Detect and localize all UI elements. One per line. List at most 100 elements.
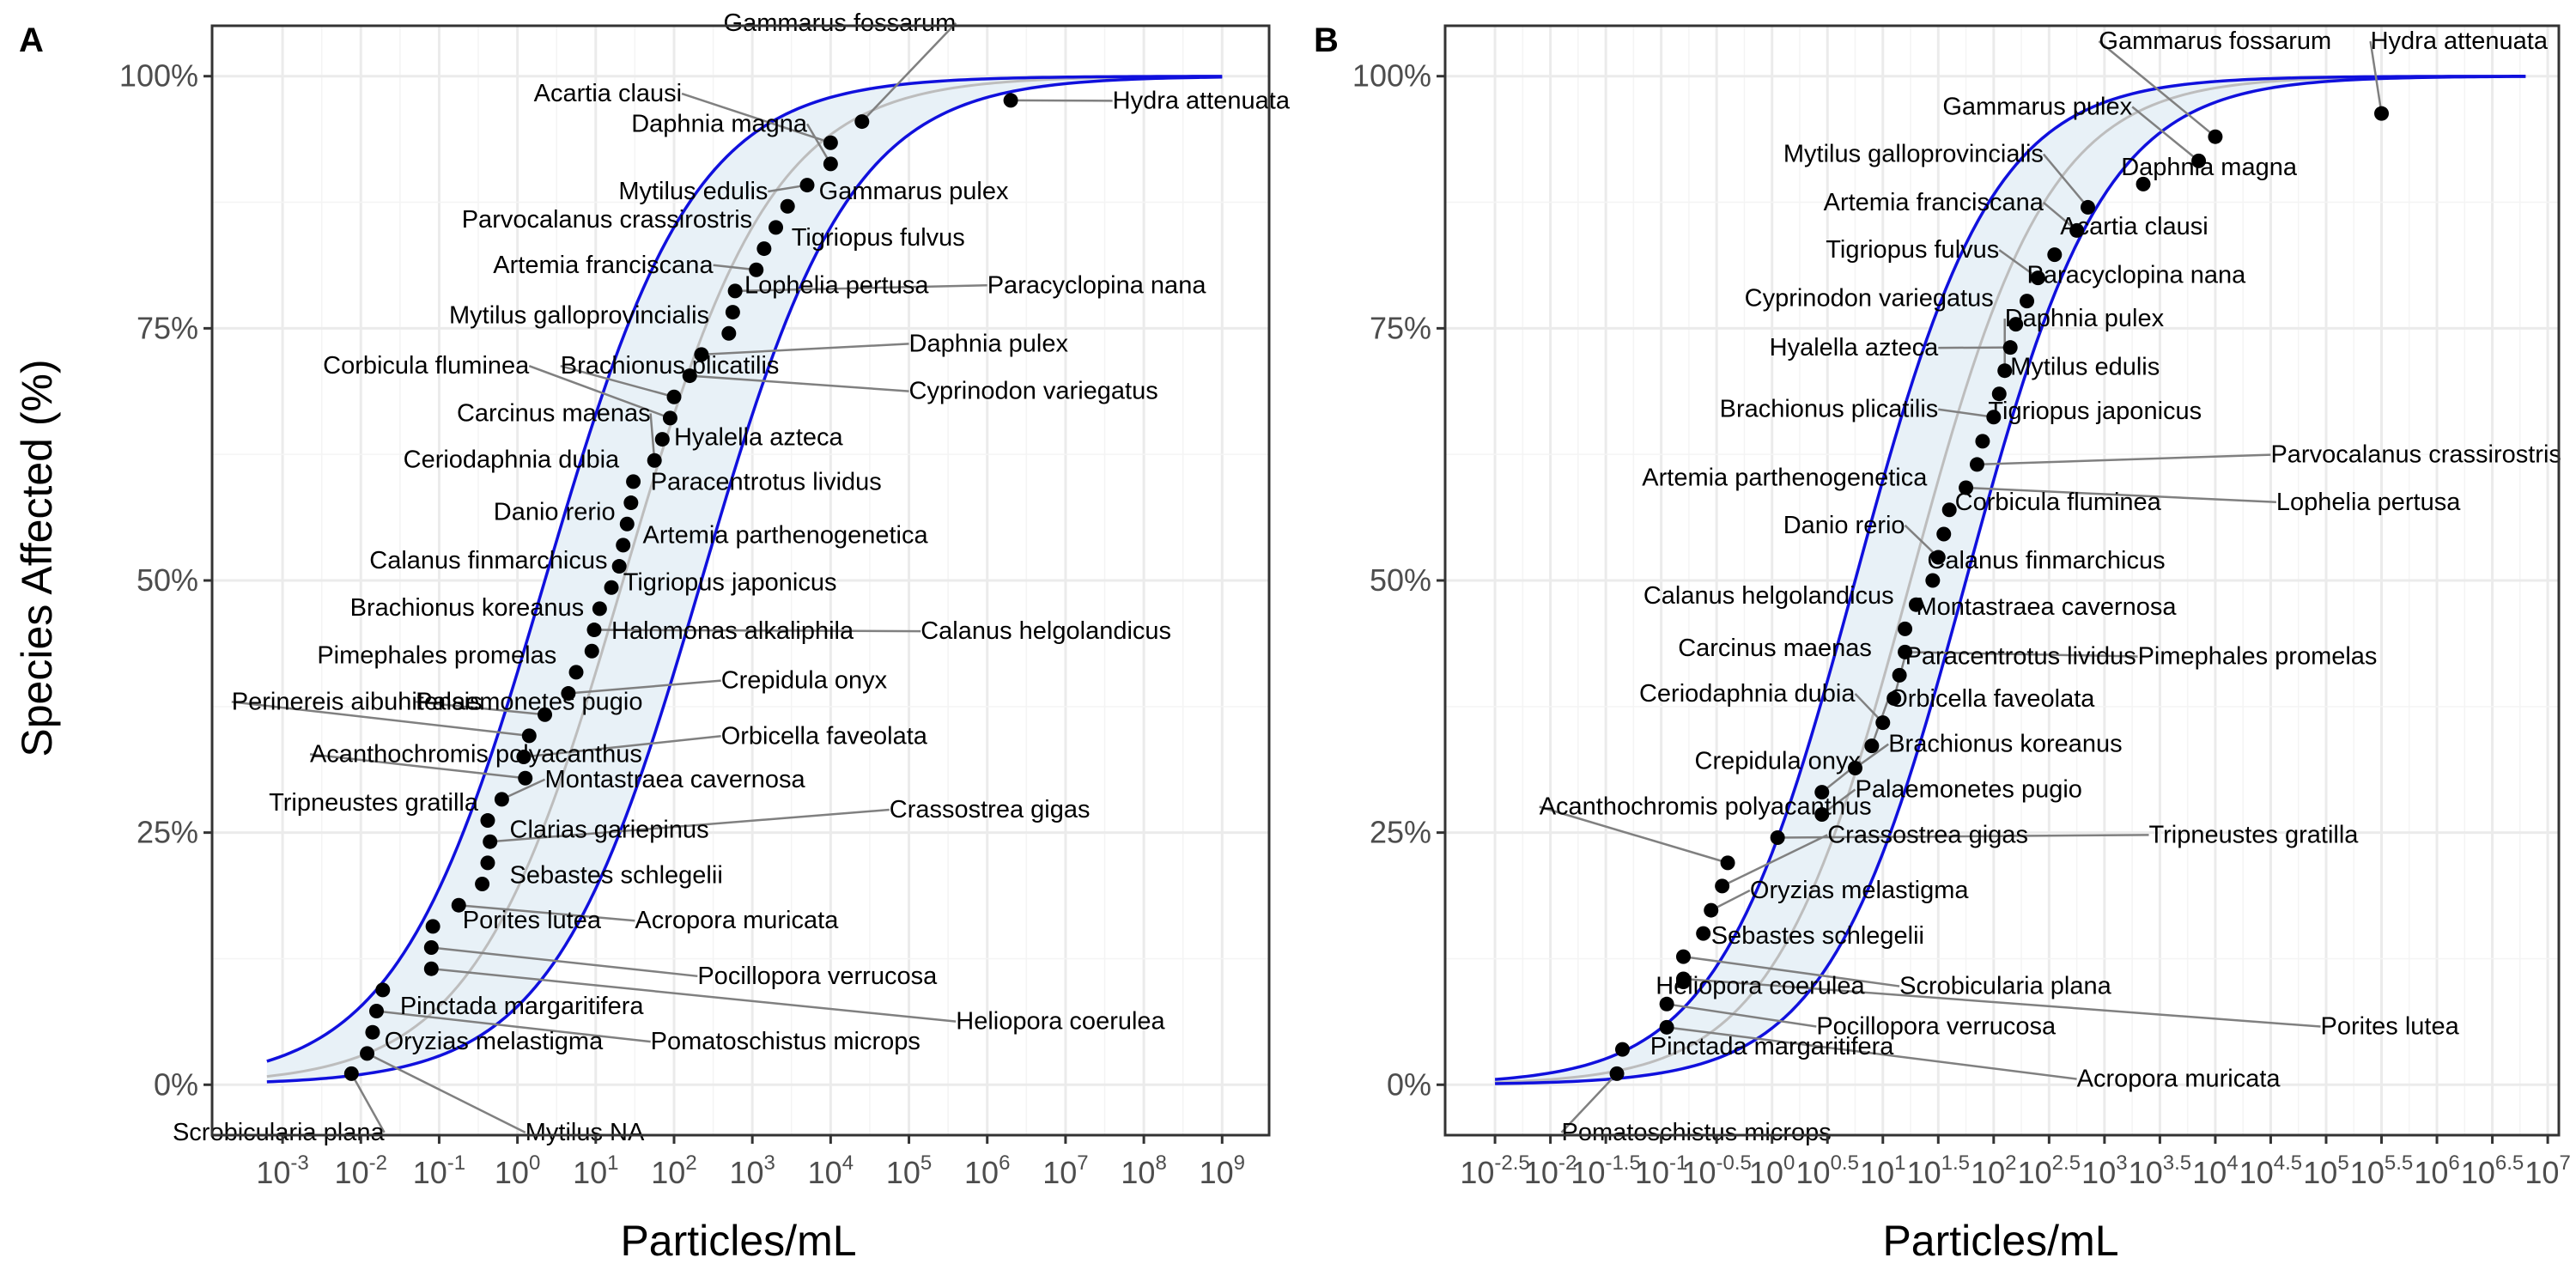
x-tick-label: 101.5 <box>1907 1151 1970 1190</box>
x-tick-label: 102 <box>651 1151 696 1190</box>
species-label: Cyprinodon variegatus <box>909 378 1158 405</box>
confidence-band <box>1495 76 2526 1084</box>
species-label: Parvocalanus crassirostris <box>462 206 752 234</box>
band-upper-line <box>266 75 1223 1063</box>
species-point <box>1848 760 1863 775</box>
x-tick-label: 100 <box>495 1151 540 1190</box>
panel-a-chart: Scrobicularia plana Mytilus NA Oryzias mel… <box>119 9 1291 1190</box>
y-tick-label: 50% <box>137 562 198 598</box>
species-point <box>480 855 495 871</box>
species-point <box>721 325 737 341</box>
species-label: Gammarus fossarum <box>2099 27 2331 55</box>
x-tick-label: 10-2 <box>335 1151 387 1190</box>
species-point <box>694 347 709 362</box>
species-label: Pomatoschistus microps <box>651 1028 920 1055</box>
species-label: Acropora muricata <box>635 907 839 934</box>
label-leader-line <box>1938 408 1994 418</box>
species-label: Orbicella faveolata <box>1888 685 2095 713</box>
label-leader-line <box>1539 805 1728 865</box>
species-label: Paracentrotus lividus <box>1905 642 2136 670</box>
species-label: Daphnia magna <box>631 110 808 137</box>
species-label: Hyalella azteca <box>674 424 844 452</box>
species-point <box>2047 247 2063 263</box>
species-label: Lophelia pertusa <box>2276 489 2461 516</box>
species-point <box>1003 93 1018 108</box>
x-tick-label: 106 <box>964 1151 1010 1190</box>
species-point <box>521 728 537 744</box>
species-label: Danio rerio <box>494 499 616 526</box>
x-tick-label: 10-2.5 <box>1460 1151 1529 1190</box>
x-tick-label: 104.5 <box>2239 1151 2302 1190</box>
y-tick-label: 100% <box>1352 58 1431 94</box>
species-point <box>2208 129 2223 144</box>
species-point <box>2081 199 2096 215</box>
x-tick-label: 10-3 <box>256 1151 308 1190</box>
species-point <box>360 1046 375 1061</box>
y-tick-label: 100% <box>119 58 198 94</box>
species-point <box>1925 573 1941 588</box>
species-label: Brachionus plicatilis <box>561 352 780 380</box>
species-point <box>480 813 495 829</box>
x-tick-label: 10-1 <box>1635 1151 1687 1190</box>
species-label: Brachionus koreanus <box>1888 731 2122 758</box>
species-label: Crassostrea gigas <box>890 796 1091 823</box>
label-leader-line <box>2042 153 2089 209</box>
species-point <box>725 305 740 320</box>
species-point <box>780 198 795 214</box>
species-label: Gammarus pulex <box>1942 93 2132 120</box>
species-label: Tigriopus japonicus <box>623 569 837 597</box>
fit-curve <box>266 75 1223 1078</box>
x-tick-label: 106.5 <box>2461 1151 2524 1190</box>
species-label: Halomonas alkaliphila <box>611 617 854 645</box>
species-point <box>1908 597 1923 612</box>
label-leader-line <box>2098 40 2216 138</box>
species-label: Pocillopora verrucosa <box>697 963 938 990</box>
label-leader-line <box>1666 1003 1817 1028</box>
species-point <box>1898 644 1913 659</box>
species-point <box>2002 340 2018 355</box>
species-label: Montastraea cavernosa <box>545 766 806 793</box>
species-label: Heliopora coerulea <box>956 1008 1165 1036</box>
y-tick-label: 0% <box>154 1066 198 1102</box>
species-label: Paracyclopina nana <box>2027 262 2247 289</box>
species-label: Paracyclopina nana <box>987 271 1207 299</box>
species-point <box>584 643 599 659</box>
y-tick-label: 50% <box>1370 562 1431 598</box>
species-point <box>343 1066 359 1081</box>
species-point <box>451 897 466 913</box>
species-label: Mytilus edulis <box>2010 353 2160 380</box>
species-point <box>749 262 764 277</box>
panel-a-x-axis-title: Particles/mL <box>620 1217 856 1265</box>
species-point <box>647 453 662 468</box>
band-lower-line <box>266 76 1223 1084</box>
species-label: Sebastes schlegelii <box>1711 922 1924 950</box>
x-tick-label: 100 <box>1749 1151 1795 1190</box>
species-point <box>823 135 838 150</box>
species-label: Pinctada margaritifera <box>1650 1033 1895 1060</box>
species-label: Tripneustes gratilla <box>2148 821 2359 848</box>
species-point <box>494 792 509 807</box>
species-point <box>1659 996 1674 1012</box>
label-leader-line <box>568 679 721 695</box>
species-point <box>1675 949 1691 964</box>
species-label: Daphnia pulex <box>909 330 1069 357</box>
panel-b-chart: Pomatoschistus microps Acropora muricata P… <box>1352 24 2571 1190</box>
species-label: Oryzias melastigma <box>385 1028 604 1055</box>
x-tick-label: 107 <box>1042 1151 1088 1190</box>
label-leader-line <box>593 629 921 633</box>
species-point <box>626 474 641 489</box>
species-point <box>2191 153 2207 168</box>
species-point <box>654 432 670 447</box>
label-leader-line <box>1683 955 1900 987</box>
species-label: Cyprinodon variegatus <box>1745 285 1994 313</box>
x-tick-label: 105.5 <box>2350 1151 2413 1190</box>
x-tick-label: 10-1 <box>413 1151 465 1190</box>
species-point <box>1696 926 1711 941</box>
species-point <box>425 919 440 934</box>
species-label: Hydra attenuata <box>2371 27 2549 55</box>
species-label: Crepidula onyx <box>1695 748 1862 775</box>
x-tick-label: 109 <box>1200 1151 1245 1190</box>
species-point <box>623 495 639 511</box>
species-label: Pimephales promelas <box>2138 642 2378 670</box>
y-tick-label: 75% <box>1370 310 1431 345</box>
